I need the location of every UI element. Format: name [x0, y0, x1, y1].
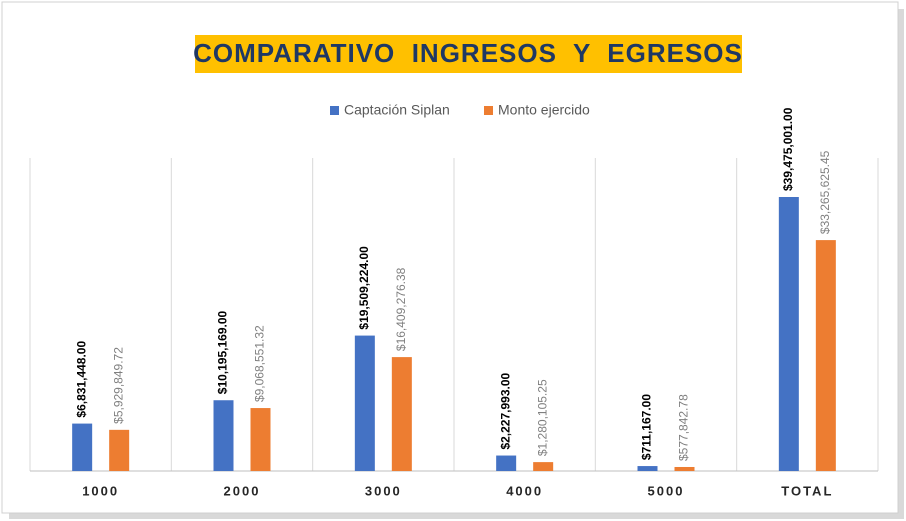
x-tick-label: 4000 — [506, 483, 543, 498]
bar — [354, 335, 375, 471]
bar — [674, 466, 695, 471]
value-label: $711,167.00 — [640, 394, 654, 460]
legend-label: Monto ejercido — [498, 102, 590, 118]
value-label: $16,409,276.38 — [394, 267, 408, 351]
value-label: $9,068,551.32 — [253, 325, 267, 402]
legend-label: Captación Siplan — [344, 102, 450, 118]
value-label: $6,831,448.00 — [74, 341, 88, 418]
bar — [109, 429, 130, 471]
x-tick-label: 5000 — [648, 483, 685, 498]
bar — [815, 240, 836, 471]
value-label: $19,509,224.00 — [357, 246, 371, 330]
bar — [496, 455, 517, 471]
value-label: $33,265,625.45 — [818, 150, 832, 234]
value-label: $2,227,993.00 — [498, 372, 512, 449]
value-label: $1,280,105.25 — [535, 379, 549, 456]
bar — [213, 400, 234, 471]
x-tick-label: 2000 — [224, 483, 261, 498]
title-box — [195, 35, 742, 73]
legend-swatch — [330, 106, 339, 115]
frame — [1, 1, 899, 514]
legend-swatch — [484, 106, 493, 115]
x-tick-label: TOTAL — [781, 483, 833, 498]
legend: Captación Siplan Monto ejercido — [330, 102, 590, 118]
value-label: $577,842.78 — [677, 394, 691, 461]
value-label: $39,475,001.00 — [781, 107, 795, 191]
chart-title: COMPARATIVO INGRESOS Y EGRESOS — [193, 38, 743, 68]
bar — [778, 197, 799, 471]
bar — [250, 408, 271, 471]
bar — [637, 466, 658, 471]
value-label: $10,195,169.00 — [216, 310, 230, 394]
x-tick-label: 1000 — [82, 483, 119, 498]
bar — [391, 357, 412, 471]
bar — [533, 462, 554, 471]
value-label: $5,929,849.72 — [111, 347, 125, 424]
x-tick-label: 3000 — [365, 483, 402, 498]
bar — [72, 423, 93, 471]
